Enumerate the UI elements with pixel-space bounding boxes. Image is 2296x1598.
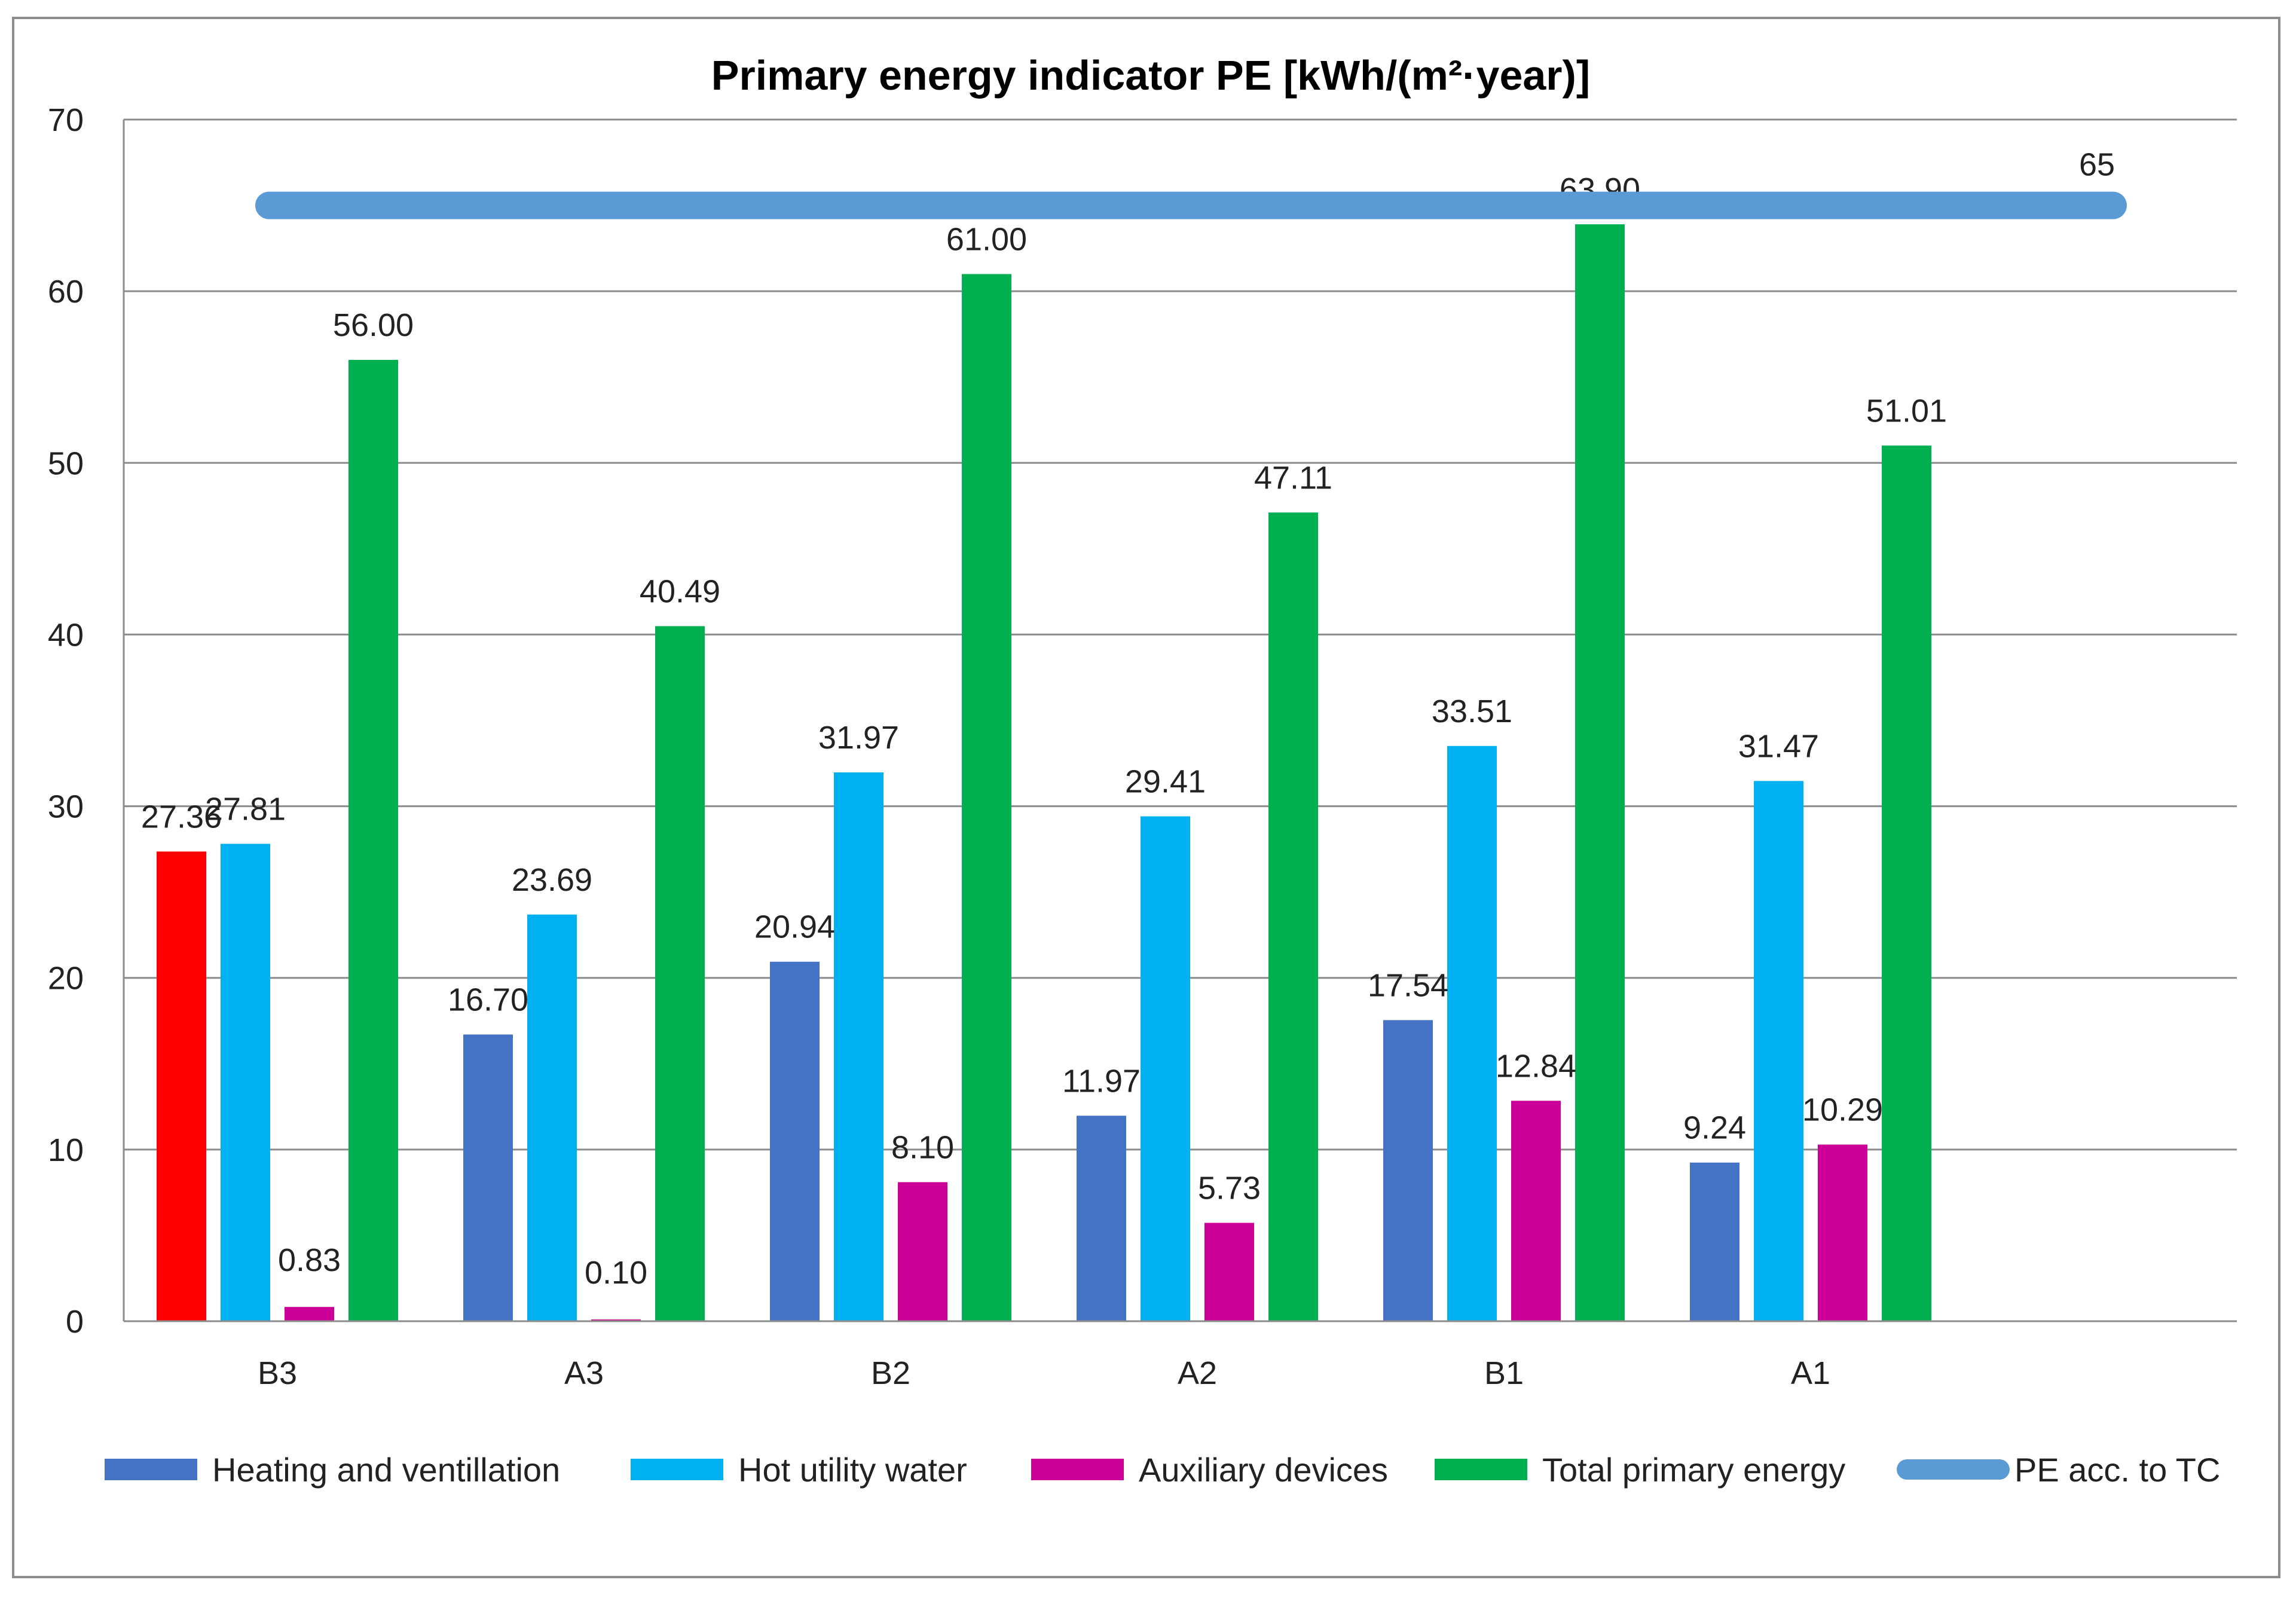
bar-B1-3 bbox=[1511, 1101, 1561, 1321]
y-tick-label-60: 60 bbox=[48, 274, 84, 310]
data-label-B3-4: 56.00 bbox=[333, 307, 414, 343]
data-label-B2-2: 31.97 bbox=[818, 720, 899, 756]
y-tick-label-70: 70 bbox=[48, 102, 84, 138]
bar-A1-3 bbox=[1818, 1144, 1867, 1321]
legend: Heating and ventillation Hot utility wate… bbox=[105, 1451, 2220, 1489]
data-label-A2-2: 29.41 bbox=[1125, 764, 1206, 800]
y-tick-label-20: 20 bbox=[48, 961, 84, 997]
bar-B3-2 bbox=[221, 844, 270, 1321]
data-label-B3-2: 27.81 bbox=[205, 791, 286, 827]
bar-B2-2 bbox=[834, 772, 883, 1321]
data-label-A1-2: 31.47 bbox=[1738, 728, 1819, 764]
bar-B2-3 bbox=[898, 1182, 947, 1321]
data-label-A1-1: 9.24 bbox=[1683, 1110, 1746, 1146]
data-label-A1-4: 51.01 bbox=[1866, 393, 1947, 429]
y-tick-label-40: 40 bbox=[48, 617, 84, 653]
bar-A1-1 bbox=[1690, 1162, 1739, 1321]
bar-B2-1 bbox=[770, 961, 820, 1321]
x-tick-label-A2: A2 bbox=[1178, 1355, 1217, 1391]
data-label-B1-3: 12.84 bbox=[1496, 1048, 1576, 1084]
bar-A2-1 bbox=[1077, 1116, 1126, 1321]
data-label-A2-3: 5.73 bbox=[1198, 1170, 1261, 1206]
data-label-A3-4: 40.49 bbox=[640, 573, 720, 609]
bar-A3-1 bbox=[463, 1034, 513, 1321]
bar-A3-2 bbox=[527, 914, 577, 1321]
bar-A3-4 bbox=[655, 626, 705, 1321]
x-tick-label-B2: B2 bbox=[871, 1355, 910, 1391]
legend-total-primary-energy-swatch bbox=[1435, 1459, 1527, 1480]
bar-A2-4 bbox=[1268, 512, 1318, 1321]
bar-B3-4 bbox=[348, 360, 398, 1321]
data-label-A1-3: 10.29 bbox=[1802, 1092, 1883, 1128]
y-tick-label-50: 50 bbox=[48, 445, 84, 481]
legend-auxiliary-devices-text: Auxiliary devices bbox=[1139, 1451, 1388, 1489]
x-tick-label-A3: A3 bbox=[564, 1355, 604, 1391]
legend-hot-utility-water-text: Hot utility water bbox=[738, 1451, 967, 1489]
reference-line-label: 65 bbox=[2079, 147, 2115, 183]
y-tick-label-10: 10 bbox=[48, 1132, 84, 1168]
chart-title: Primary energy indicator PE [kWh/(m²·yea… bbox=[711, 52, 1590, 99]
bar-A2-3 bbox=[1204, 1223, 1254, 1321]
bar-A1-4 bbox=[1882, 445, 1931, 1321]
bar-A1-2 bbox=[1754, 781, 1803, 1321]
data-label-A3-2: 23.69 bbox=[512, 862, 592, 898]
data-label-A2-4: 47.11 bbox=[1254, 460, 1332, 496]
legend-hot-utility-water-swatch bbox=[631, 1459, 723, 1480]
bar-A2-2 bbox=[1141, 816, 1190, 1321]
x-tick-label-B1: B1 bbox=[1484, 1355, 1524, 1391]
legend-heating-and-ventillation-swatch bbox=[105, 1459, 197, 1480]
legend-auxiliary-devices-swatch bbox=[1031, 1459, 1124, 1480]
y-tick-label-30: 30 bbox=[48, 789, 84, 825]
bar-B3-1 bbox=[157, 851, 206, 1321]
data-label-B1-2: 33.51 bbox=[1432, 693, 1512, 729]
x-tick-label-B3: B3 bbox=[258, 1355, 297, 1391]
reference-line-group: 65 bbox=[255, 147, 2127, 219]
bar-B2-4 bbox=[962, 274, 1011, 1321]
bar-B1-1 bbox=[1383, 1020, 1433, 1321]
data-label-B1-1: 17.54 bbox=[1368, 967, 1448, 1003]
bar-B1-2 bbox=[1447, 745, 1497, 1321]
data-label-A3-1: 16.70 bbox=[448, 982, 528, 1018]
data-label-B3-1: 27.36 bbox=[141, 799, 222, 835]
bars bbox=[157, 224, 1931, 1322]
bar-B1-4 bbox=[1575, 224, 1625, 1322]
data-label-B3-3: 0.83 bbox=[278, 1242, 341, 1278]
legend-total-primary-energy-text: Total primary energy bbox=[1542, 1451, 1845, 1489]
axes: 0 10 20 30 40 50 60 70 B3 A3 B2 A2 B1 A1 bbox=[48, 102, 2237, 1391]
data-label-B2-4: 61.00 bbox=[946, 221, 1027, 257]
data-label-B2-3: 8.10 bbox=[891, 1129, 954, 1165]
legend-pe-acc-to-tc-text: PE acc. to TC bbox=[2014, 1451, 2220, 1489]
bar-B3-3 bbox=[285, 1307, 334, 1321]
data-label-A3-3: 0.10 bbox=[585, 1255, 647, 1291]
data-label-B2-1: 20.94 bbox=[754, 909, 835, 945]
data-label-A2-1: 11.97 bbox=[1062, 1063, 1141, 1099]
legend-heating-and-ventillation-text: Heating and ventillation bbox=[212, 1451, 560, 1489]
y-tick-label-0: 0 bbox=[66, 1304, 84, 1340]
x-tick-label-A1: A1 bbox=[1791, 1355, 1830, 1391]
